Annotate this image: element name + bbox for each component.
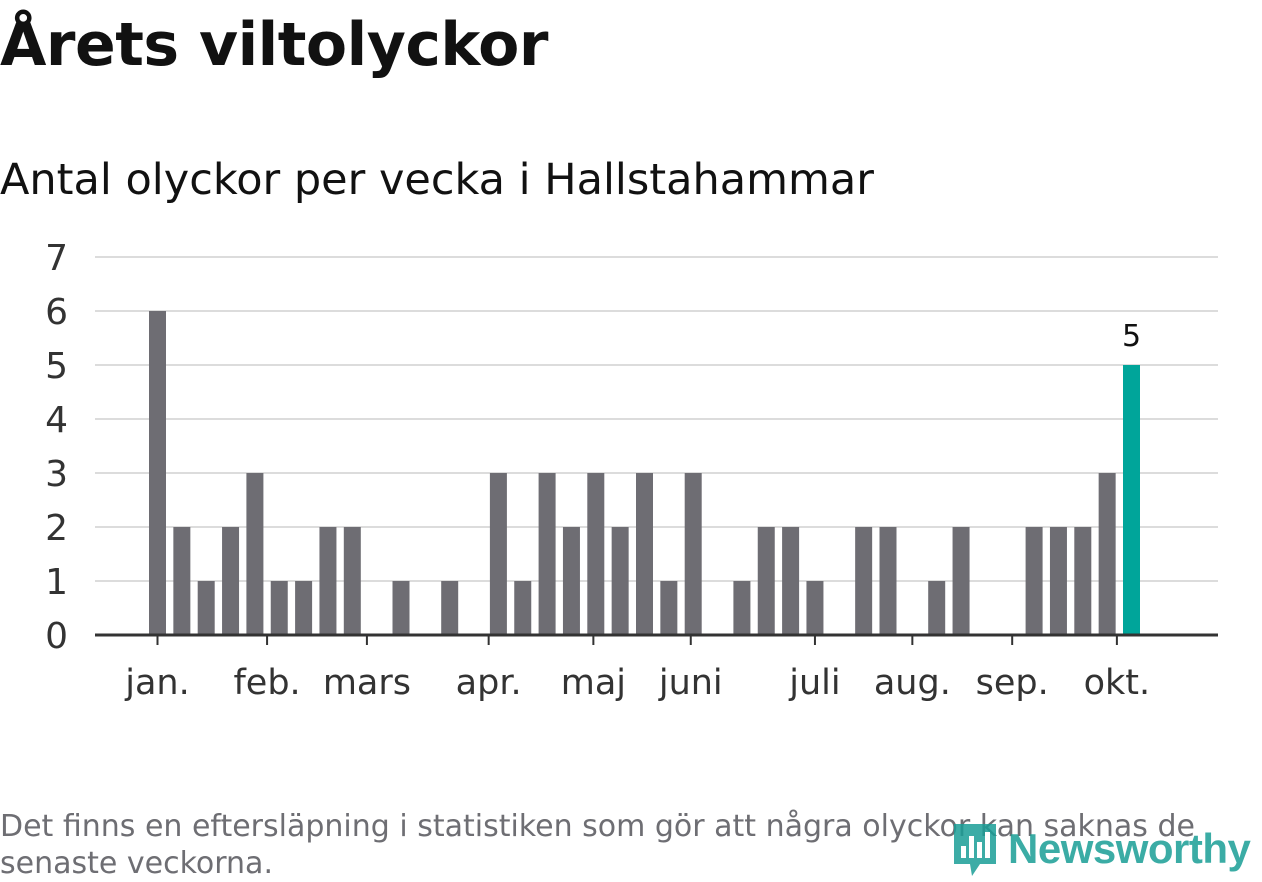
bar [197, 581, 215, 635]
bar [636, 473, 653, 635]
bar [562, 527, 580, 635]
bar [1098, 473, 1116, 635]
x-tick-label: sep. [976, 663, 1049, 703]
x-tick-label: juli [788, 663, 840, 703]
y-tick-label: 5 [45, 346, 68, 387]
bar [757, 527, 775, 635]
y-axis-ticks: 0 1 2 3 4 5 6 7 [45, 238, 68, 657]
bar [514, 581, 532, 635]
bar [222, 527, 240, 635]
bar [1025, 527, 1043, 635]
bar [270, 581, 288, 635]
x-tick-label: aug. [874, 663, 951, 703]
bar [149, 311, 166, 635]
bar [952, 527, 970, 635]
y-tick-label: 3 [45, 454, 68, 495]
bar [879, 527, 897, 635]
bar [441, 581, 459, 635]
bar [538, 473, 556, 635]
newsworthy-logo[interactable]: Newsworthy [950, 818, 1251, 880]
y-tick-label: 7 [45, 238, 68, 279]
bar [295, 581, 313, 635]
bar [319, 527, 337, 635]
x-tick-label: jan. [124, 663, 189, 703]
bar [782, 527, 800, 635]
y-tick-label: 4 [45, 400, 68, 441]
bar [611, 527, 629, 635]
bar [392, 581, 410, 635]
y-tick-label: 2 [45, 508, 68, 549]
bar [928, 581, 946, 635]
y-tick-label: 6 [45, 292, 68, 333]
x-tick-label: maj [561, 663, 626, 703]
newsworthy-logo-icon [954, 824, 996, 876]
bar [684, 473, 702, 635]
chart-title: Årets viltolyckor [0, 10, 549, 80]
x-tick-label: apr. [456, 663, 522, 703]
bar [587, 473, 605, 635]
newsworthy-logo-text: Newsworthy [1008, 825, 1251, 872]
y-tick-label: 1 [45, 562, 68, 603]
gridlines [95, 256, 1218, 582]
y-tick-label: 0 [45, 616, 68, 657]
x-axis-ticks: jan. feb. mars apr. maj juni juli aug. sep. okt. [124, 635, 1150, 703]
bar [489, 473, 507, 635]
bar [733, 581, 751, 635]
x-tick-label: mars [323, 663, 411, 703]
bar-chart: 0 1 2 3 4 5 6 7 5 jan. feb. mars apr. maj juni juli au… [45, 238, 1218, 703]
bar-value-label: 5 [1122, 319, 1141, 354]
chart-subtitle: Antal olyckor per vecka i Hallstahammar [0, 155, 874, 205]
x-tick-label: feb. [233, 663, 300, 703]
bar [343, 527, 361, 635]
bar [806, 581, 824, 635]
bar [173, 527, 191, 635]
bar [1074, 527, 1092, 635]
x-tick-label: juni [658, 663, 723, 703]
x-tick-label: okt. [1084, 663, 1151, 703]
bar [855, 527, 873, 635]
bar [1049, 527, 1067, 635]
bar [660, 581, 678, 635]
bar-highlight [1123, 365, 1140, 635]
bars: 5 [149, 311, 1141, 635]
bar [246, 473, 264, 635]
